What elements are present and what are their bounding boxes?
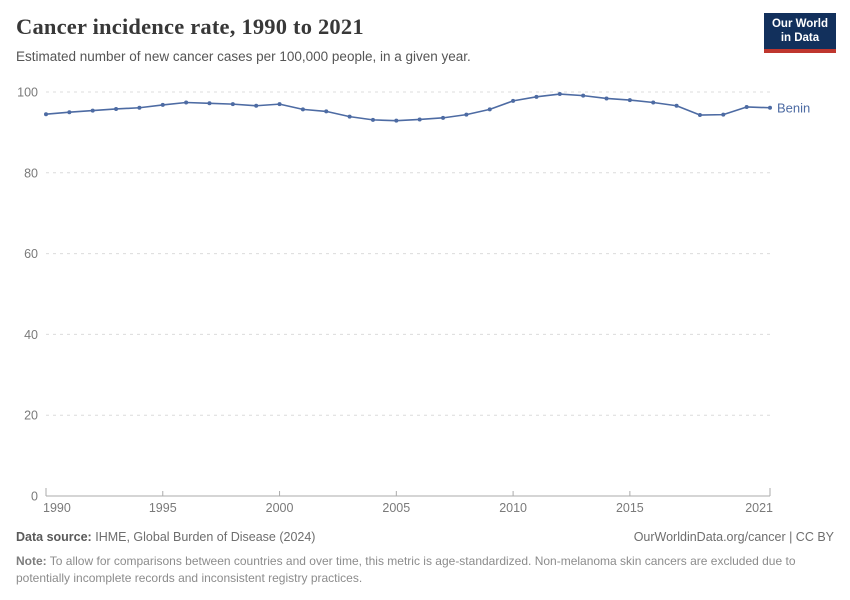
owid-logo-line1: Our World (771, 18, 828, 30)
data-point[interactable] (464, 112, 469, 117)
data-point[interactable] (511, 98, 516, 103)
page-title: Cancer incidence rate, 1990 to 2021 (16, 14, 364, 39)
chart-note: Note: To allow for comparisons between c… (16, 553, 796, 587)
data-point[interactable] (697, 113, 702, 118)
y-axis-tick-label: 0 (31, 490, 38, 504)
source-row: Data source: IHME, Global Burden of Dise… (16, 530, 834, 544)
data-point[interactable] (160, 102, 165, 107)
y-axis-tick-label: 100 (17, 86, 38, 100)
data-point[interactable] (230, 102, 235, 107)
data-point[interactable] (370, 117, 375, 122)
owid-logo[interactable]: Our World in Data (763, 13, 836, 53)
data-point[interactable] (44, 112, 48, 117)
data-point[interactable] (744, 104, 749, 109)
data-point[interactable] (90, 108, 95, 113)
x-axis-tick-label: 1990 (43, 501, 71, 515)
owid-link[interactable]: OurWorldinData.org/cancer | CC BY (633, 530, 834, 544)
data-point[interactable] (581, 93, 586, 98)
x-axis-tick-label: 2021 (745, 501, 773, 515)
chart-note-label: Note: (16, 554, 47, 568)
data-point[interactable] (300, 107, 305, 112)
data-point[interactable] (487, 107, 492, 112)
owid-logo-line2: in Data (780, 32, 820, 45)
x-axis-tick-label: 1995 (149, 501, 177, 515)
chart-subtitle: Estimated number of new cancer cases per… (16, 49, 471, 64)
data-source-value: IHME, Global Burden of Disease (2024) (95, 530, 316, 544)
data-point[interactable] (277, 102, 282, 107)
data-point[interactable] (674, 103, 679, 108)
data-point[interactable] (137, 105, 142, 110)
data-point[interactable] (184, 100, 189, 105)
data-point[interactable] (114, 106, 119, 111)
data-source: Data source: IHME, Global Burden of Dise… (16, 530, 315, 544)
data-point[interactable] (768, 105, 772, 110)
data-point[interactable] (441, 115, 446, 120)
y-axis-tick-label: 60 (24, 247, 38, 261)
y-axis-tick-label: 80 (24, 166, 38, 180)
series-label[interactable]: Benin (777, 100, 810, 115)
data-point[interactable] (67, 110, 72, 115)
chart-note-text: To allow for comparisons between countri… (16, 554, 796, 585)
y-axis-tick-label: 20 (24, 409, 38, 423)
data-point[interactable] (534, 94, 539, 99)
x-axis-tick-label: 2015 (616, 501, 644, 515)
line-chart: 0 20 40 60 80 100 1990 1995 2000 2005 2010 2015 2021… (17, 86, 810, 516)
data-point[interactable] (557, 92, 562, 97)
data-source-label: Data source: (16, 530, 92, 544)
data-point[interactable] (627, 98, 632, 103)
data-point[interactable] (347, 114, 352, 119)
x-axis-tick-label: 2005 (382, 501, 410, 515)
data-point[interactable] (604, 96, 609, 101)
data-point[interactable] (207, 101, 212, 106)
data-point[interactable] (254, 103, 259, 108)
chart-footer: Data source: IHME, Global Burden of Dise… (16, 530, 834, 587)
data-point[interactable] (417, 117, 422, 122)
data-point[interactable] (394, 118, 399, 123)
x-axis-tick-label: 2010 (499, 501, 527, 515)
chart-header: Cancer incidence rate, 1990 to 2021 Esti… (16, 14, 471, 64)
line-series-benin[interactable] (45, 93, 771, 122)
data-point[interactable] (324, 109, 329, 114)
data-point[interactable] (651, 100, 656, 105)
x-axis-tick-label: 2000 (266, 501, 294, 515)
y-axis-tick-label: 40 (24, 328, 38, 342)
data-point[interactable] (721, 112, 726, 117)
